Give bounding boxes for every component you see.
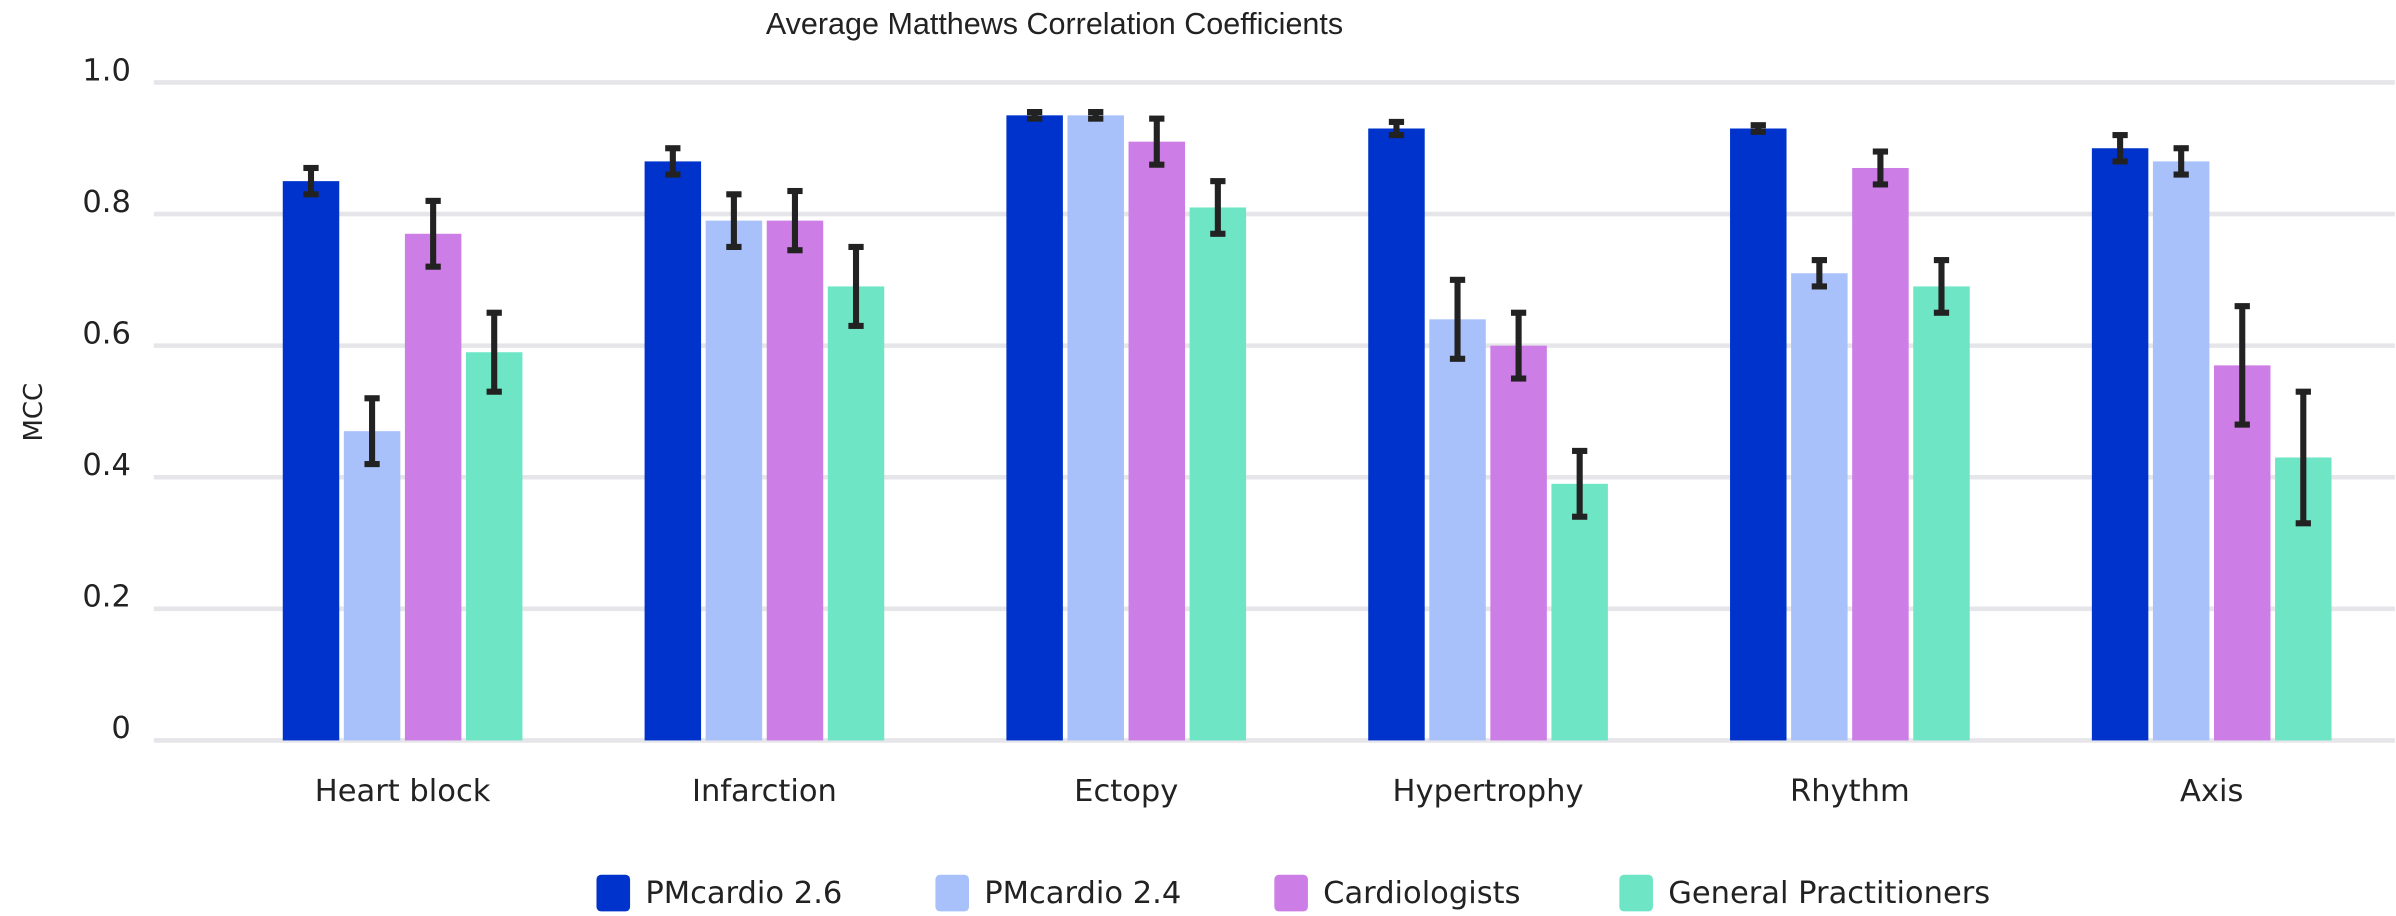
y-tick-label: 0.6 xyxy=(82,316,131,351)
bar xyxy=(1852,167,1909,741)
error-bar xyxy=(1933,257,1950,316)
bar xyxy=(1791,273,1848,741)
x-tick-label: Heart block xyxy=(315,774,491,809)
error-bar xyxy=(1510,309,1527,382)
error-bar xyxy=(2295,388,2311,527)
error-bar xyxy=(1088,108,1104,122)
error-bar xyxy=(1872,148,1889,188)
legend-swatch xyxy=(596,874,631,912)
legend-label: PMcardio 2.4 xyxy=(984,876,1181,911)
bar xyxy=(282,181,340,741)
error-bar xyxy=(1027,108,1043,122)
y-tick-label: 0.4 xyxy=(82,448,131,483)
error-bar xyxy=(848,243,864,329)
bar xyxy=(1913,286,1970,741)
error-bar xyxy=(1811,257,1827,290)
legend-label: PMcardio 2.6 xyxy=(645,876,842,911)
bar xyxy=(644,161,702,741)
legend-label: Cardiologists xyxy=(1323,876,1520,911)
x-tick-label: Ectopy xyxy=(1074,774,1178,809)
error-bar xyxy=(486,309,502,395)
bar xyxy=(465,352,523,741)
bar xyxy=(1006,115,1063,741)
legend-swatch xyxy=(935,874,969,912)
x-tick-label: Rhythm xyxy=(1790,774,1910,809)
bar xyxy=(827,286,885,741)
bar xyxy=(404,233,462,741)
bar xyxy=(2152,161,2210,741)
error-bar xyxy=(665,145,681,178)
error-bar xyxy=(1388,118,1405,139)
error-bar xyxy=(2234,303,2250,428)
y-tick-label: 0 xyxy=(111,711,130,746)
bar xyxy=(1429,319,1486,741)
bar xyxy=(1368,128,1425,741)
bar xyxy=(2091,148,2149,741)
bar xyxy=(1730,128,1787,741)
bar xyxy=(1551,483,1608,741)
bar xyxy=(705,220,763,741)
legend-swatch xyxy=(1619,874,1653,912)
error-bar xyxy=(303,164,319,198)
legend-swatch xyxy=(1274,874,1308,912)
bar xyxy=(1128,141,1186,741)
error-bar xyxy=(1210,178,1226,237)
chart-title: Average Matthews Correlation Coefficient… xyxy=(766,7,1343,41)
bar xyxy=(343,431,401,741)
error-bar xyxy=(364,395,380,468)
error-bar xyxy=(1750,122,1766,135)
bar xyxy=(2213,365,2271,741)
x-tick-label: Infarction xyxy=(692,774,837,809)
x-tick-label: Hypertrophy xyxy=(1393,774,1584,809)
bar xyxy=(1189,207,1247,741)
error-bar xyxy=(1449,276,1466,362)
y-tick-label: 0.8 xyxy=(82,185,131,220)
error-bar xyxy=(2173,145,2189,178)
error-bar xyxy=(787,187,803,254)
error-bar xyxy=(726,191,742,250)
bar xyxy=(766,220,824,741)
error-bar xyxy=(2112,132,2128,165)
y-tick-label: 1.0 xyxy=(82,53,131,88)
y-axis-label: MCC xyxy=(19,383,49,442)
x-tick-label: Axis xyxy=(2180,774,2243,809)
y-tick-label: 0.2 xyxy=(82,580,131,615)
error-bar xyxy=(1149,115,1165,168)
bar xyxy=(1490,345,1547,741)
bar xyxy=(1067,115,1124,741)
error-bar xyxy=(1572,447,1588,520)
error-bar xyxy=(425,197,441,270)
legend-label: General Practitioners xyxy=(1668,876,1990,911)
